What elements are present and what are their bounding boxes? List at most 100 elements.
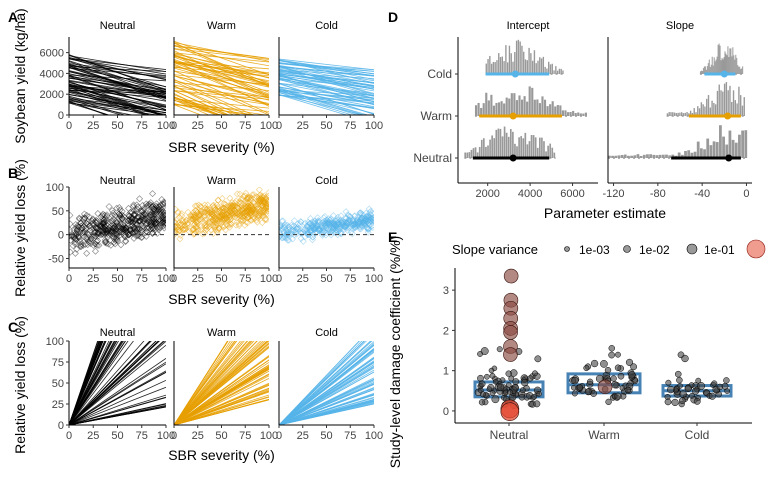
damage-line [279,400,374,425]
data-point [229,202,237,210]
data-point [222,203,230,211]
histogram-bar [661,154,665,158]
data-point [314,225,322,233]
data-point [325,215,333,223]
y-axis-title: Soybean yield (kg/ha) [12,8,28,143]
data-point [279,225,286,233]
data-point [211,210,219,218]
data-point [224,221,232,229]
data-point [263,202,269,210]
data-point [140,217,148,225]
data-point [254,197,262,205]
data-point [121,226,129,234]
histogram-bar [526,60,528,74]
histogram-bar [720,90,722,116]
data-point [124,220,132,228]
data-point [109,224,117,232]
data-point [83,235,91,243]
data-point [75,234,83,242]
data-point [334,231,342,239]
data-point [105,218,113,226]
data-point [234,210,242,218]
data-point [84,241,92,249]
data-point [248,207,256,215]
data-point [99,224,107,232]
data-point [159,222,166,230]
study-point [584,388,592,396]
data-point [69,248,74,256]
data-point [360,215,368,223]
damage-line [174,341,258,425]
data-point [96,222,104,230]
histogram-bar [722,91,724,116]
data-point [189,215,197,223]
data-point [139,211,147,219]
data-point [256,198,264,206]
point-estimate [509,154,517,162]
data-point [174,218,179,226]
histogram-bar [708,59,710,74]
data-point [226,208,234,216]
data-point [355,220,363,228]
data-point [262,195,269,203]
data-point [72,220,80,228]
data-point [236,190,244,198]
data-point [99,226,107,234]
data-point [128,222,136,230]
data-point [249,215,257,223]
histogram-bar [627,155,630,158]
data-point [243,211,251,219]
histogram-bar [633,155,637,158]
histogram-bar [505,132,508,158]
data-point [89,216,97,224]
data-point [253,216,261,224]
data-point [203,222,211,230]
data-point [218,218,226,226]
data-point [315,227,323,235]
data-point [152,219,160,227]
data-point [217,213,225,221]
data-point [110,234,118,242]
data-point [118,207,126,215]
legend-key [564,246,570,252]
data-point [324,225,332,233]
data-point [144,214,152,222]
data-point [211,226,219,234]
data-point [261,198,269,206]
histogram-bar [726,55,728,74]
data-point [97,221,105,229]
study-point [527,375,534,382]
histogram-bar [724,51,726,74]
data-point [241,208,249,216]
data-point [299,228,307,236]
data-point [201,208,209,216]
panel-label-a: A [8,9,18,25]
data-point [103,229,111,237]
histogram-bar [515,100,519,116]
histogram-bar [729,85,731,116]
data-point [159,219,166,227]
data-point [132,219,140,227]
regression-line [69,87,166,108]
x-tick-label: 50 [215,430,227,442]
data-point [265,189,269,197]
data-point [124,217,132,225]
data-point [193,202,201,210]
data-point [105,231,113,239]
data-point [76,235,84,243]
data-point [304,223,312,231]
data-point [212,206,220,214]
data-point [220,204,228,212]
damage-line [174,390,269,425]
data-point [332,221,340,229]
histogram-bar [712,141,716,158]
data-point [201,226,209,234]
data-point [144,201,152,209]
data-point [353,216,361,224]
data-point [136,195,144,203]
data-point [218,211,226,219]
data-point [344,217,352,225]
data-point [97,213,105,221]
data-point [159,207,166,215]
